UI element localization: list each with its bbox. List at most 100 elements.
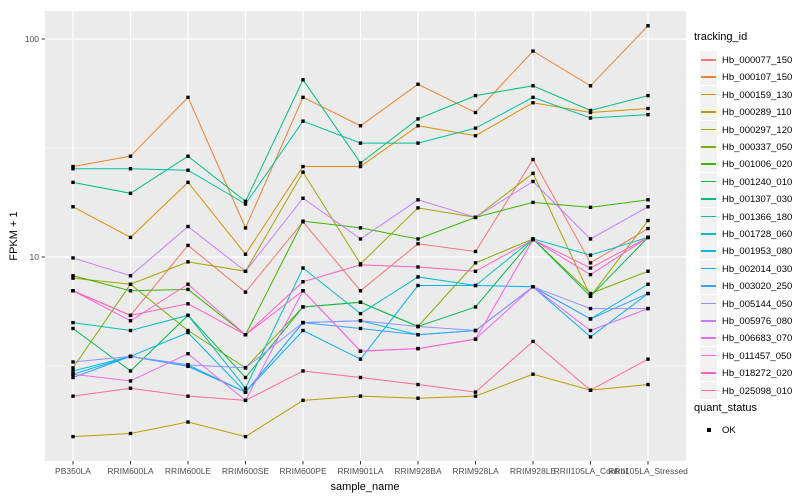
data-point <box>186 154 190 158</box>
data-point <box>358 349 363 353</box>
black-square-point-icon <box>700 421 717 438</box>
data-point <box>588 116 593 120</box>
data-point <box>588 335 593 339</box>
data-point <box>588 110 593 115</box>
data-point <box>301 170 305 174</box>
legend-title-tracking-id: tracking_id <box>694 31 748 43</box>
data-point <box>71 164 75 169</box>
legend-line-swatch <box>701 389 716 392</box>
x-tick-label: RRIM928LE <box>510 466 557 476</box>
data-point <box>186 328 190 333</box>
data-point <box>646 93 650 98</box>
data-point <box>128 154 133 158</box>
data-point <box>646 269 650 273</box>
data-point <box>646 106 650 111</box>
data-point <box>243 390 248 394</box>
data-point <box>646 357 650 361</box>
legend-key-line-icon <box>700 277 717 295</box>
data-point <box>358 319 363 323</box>
data-point <box>71 167 75 171</box>
data-point <box>128 282 133 286</box>
legend-line-swatch <box>701 302 716 305</box>
data-point <box>358 300 363 304</box>
data-point <box>243 386 248 390</box>
legend-line-swatch <box>701 372 716 374</box>
legend-line-swatch <box>701 76 716 78</box>
data-point <box>473 328 478 333</box>
data-point <box>71 256 75 260</box>
data-point <box>531 171 535 176</box>
x-tick-label: RRIM600LA <box>107 466 154 476</box>
data-points <box>71 24 650 439</box>
legend-key-line-icon <box>700 190 717 208</box>
data-point <box>416 275 420 279</box>
legend-item-label: Hb_005976_080 <box>722 316 793 327</box>
data-point <box>186 180 190 185</box>
legend-item-label: Hb_001366_180 <box>722 211 793 223</box>
data-point <box>186 260 190 264</box>
x-tick-label: RRIM901LA <box>337 466 384 476</box>
data-point <box>301 219 305 223</box>
legend-line-swatch <box>701 128 716 131</box>
legend-key-line-icon <box>700 294 717 312</box>
data-point <box>243 202 248 206</box>
data-point <box>473 110 478 115</box>
data-point <box>71 320 75 325</box>
legend-item-label: Hb_001006_020 <box>722 159 793 171</box>
data-point <box>646 282 650 286</box>
data-point <box>473 215 478 220</box>
legend-key-line-icon <box>700 329 717 347</box>
legend-item-label: Hb_002014_030 <box>722 263 793 275</box>
data-point <box>301 164 305 169</box>
data-point <box>588 272 593 277</box>
data-point <box>473 269 478 273</box>
data-point <box>301 305 305 309</box>
legend-item-label: Hb_005144_050 <box>722 298 793 310</box>
data-point <box>71 274 75 278</box>
data-point <box>358 141 363 145</box>
data-point <box>358 263 363 267</box>
data-point <box>71 366 75 370</box>
data-point <box>71 205 75 209</box>
legend-line-swatch <box>701 215 716 218</box>
legend-key-line-icon <box>700 68 717 86</box>
data-point <box>588 388 593 392</box>
data-point <box>186 302 190 306</box>
data-point <box>243 252 248 256</box>
data-point <box>588 261 593 265</box>
legend-item-label: Hb_000337_050 <box>722 142 793 153</box>
legend-key-line-icon <box>700 85 717 103</box>
data-point <box>186 363 190 367</box>
legend-item-label: Hb_001240_010 <box>722 176 793 188</box>
data-point <box>186 95 190 100</box>
legend-key-line-icon <box>700 381 717 399</box>
legend-item-label: Hb_000297_120 <box>722 124 793 136</box>
legend-item-label: Hb_006683_070 <box>722 333 793 345</box>
legend-item-label: Hb_000107_150 <box>722 72 793 84</box>
data-point <box>416 283 420 288</box>
x-tick-labels: PB350LA RRIM600LA RRIM600LE RRIM600SE RRIM60… <box>55 466 688 476</box>
data-point <box>473 394 478 398</box>
legend-key-line-icon <box>700 172 717 190</box>
data-point <box>588 294 593 299</box>
data-point <box>243 398 248 403</box>
data-point <box>128 235 133 240</box>
data-point <box>646 382 650 387</box>
data-point <box>416 141 420 145</box>
data-point <box>416 198 420 202</box>
legend-key-line-icon <box>700 207 717 225</box>
data-point <box>186 330 190 335</box>
data-point <box>301 196 305 200</box>
legend-item-label: Hb_003020_250 <box>722 281 793 293</box>
data-point <box>186 313 190 318</box>
data-point <box>186 287 190 292</box>
data-point <box>301 328 305 333</box>
data-point <box>473 249 478 254</box>
data-point <box>473 134 478 138</box>
data-point <box>128 354 133 359</box>
data-point <box>358 357 363 361</box>
data-point <box>646 198 650 202</box>
data-point <box>588 84 593 88</box>
data-point <box>416 324 420 329</box>
data-point <box>71 360 75 364</box>
